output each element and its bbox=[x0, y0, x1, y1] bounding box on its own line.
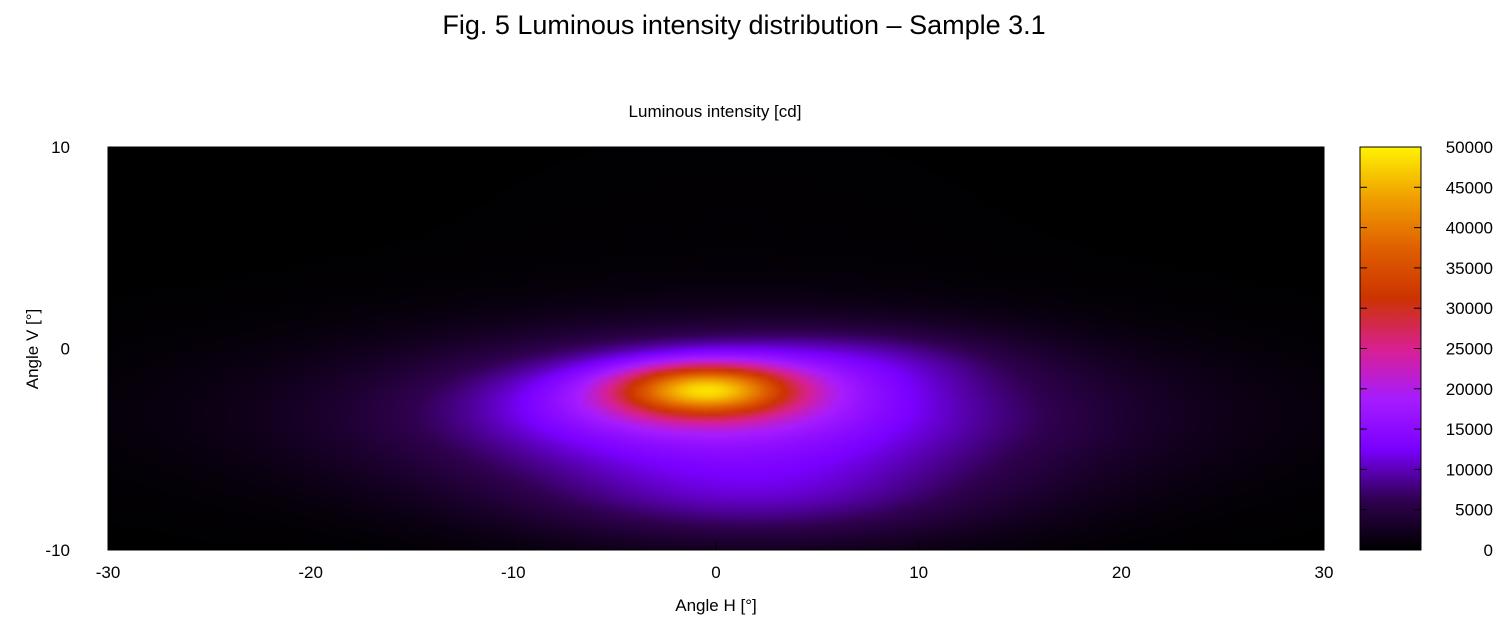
x-tick-label: 30 bbox=[1315, 563, 1334, 582]
y-tick-label: 10 bbox=[51, 138, 70, 157]
x-tick-label: -20 bbox=[298, 563, 323, 582]
y-axis-label: Angle V [°] bbox=[23, 309, 42, 390]
y-axis: -10 0 10 bbox=[45, 138, 1324, 560]
x-axis: -30 -20 -10 0 10 20 30 bbox=[96, 147, 1334, 582]
x-tick-label: 10 bbox=[909, 563, 928, 582]
x-tick-label: 0 bbox=[711, 563, 720, 582]
figure-title: Fig. 5 Luminous intensity distribution –… bbox=[442, 10, 1046, 40]
colorbar-tick-label: 25000 bbox=[1446, 340, 1493, 359]
colorbar-tick-label: 50000 bbox=[1446, 138, 1493, 157]
x-tick-label: -30 bbox=[96, 563, 121, 582]
colorbar-tick-label: 0 bbox=[1484, 541, 1493, 560]
chart-title: Luminous intensity [cd] bbox=[629, 102, 802, 121]
colorbar-tick-label: 10000 bbox=[1446, 460, 1493, 479]
x-tick-label: 20 bbox=[1112, 563, 1131, 582]
colorbar-tick-label: 40000 bbox=[1446, 219, 1493, 238]
heatmap-image bbox=[108, 147, 1324, 550]
colorbar-tick-label: 20000 bbox=[1446, 380, 1493, 399]
y-tick-label: -10 bbox=[45, 541, 70, 560]
x-tick-label: -10 bbox=[501, 563, 526, 582]
colorbar-tick-label: 35000 bbox=[1446, 259, 1493, 278]
x-axis-label: Angle H [°] bbox=[675, 596, 756, 615]
colorbar-tick-label: 30000 bbox=[1446, 299, 1493, 318]
colorbar-tick-label: 15000 bbox=[1446, 420, 1493, 439]
colorbar-tick-label: 5000 bbox=[1455, 501, 1493, 520]
colorbar bbox=[1359, 146, 1422, 551]
colorbar-axis: 0 5000 10000 15000 20000 25000 30000 35000 40000… bbox=[1360, 138, 1493, 560]
y-tick-label: 0 bbox=[61, 340, 70, 359]
colorbar-tick-label: 45000 bbox=[1446, 178, 1493, 197]
